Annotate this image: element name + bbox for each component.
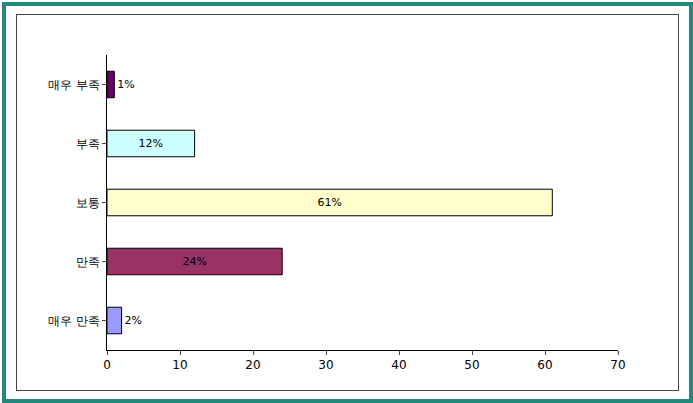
svg-text:부족: 부족 <box>76 137 100 151</box>
svg-text:61%: 61% <box>317 196 341 209</box>
svg-text:0: 0 <box>103 358 111 372</box>
svg-text:24%: 24% <box>182 255 206 268</box>
svg-text:50: 50 <box>464 358 479 372</box>
svg-text:60: 60 <box>537 358 552 372</box>
svg-text:매우 만족: 매우 만족 <box>48 314 100 328</box>
svg-text:매우 부족: 매우 부족 <box>48 78 100 92</box>
svg-text:30: 30 <box>318 358 333 372</box>
svg-text:만족: 만족 <box>76 255 100 269</box>
svg-text:보통: 보통 <box>76 196 100 210</box>
svg-text:2%: 2% <box>125 314 142 327</box>
svg-text:20: 20 <box>245 358 260 372</box>
svg-text:40: 40 <box>391 358 406 372</box>
svg-text:12%: 12% <box>139 137 163 150</box>
svg-text:1%: 1% <box>117 78 134 91</box>
svg-text:70: 70 <box>610 358 625 372</box>
svg-text:10: 10 <box>172 358 187 372</box>
